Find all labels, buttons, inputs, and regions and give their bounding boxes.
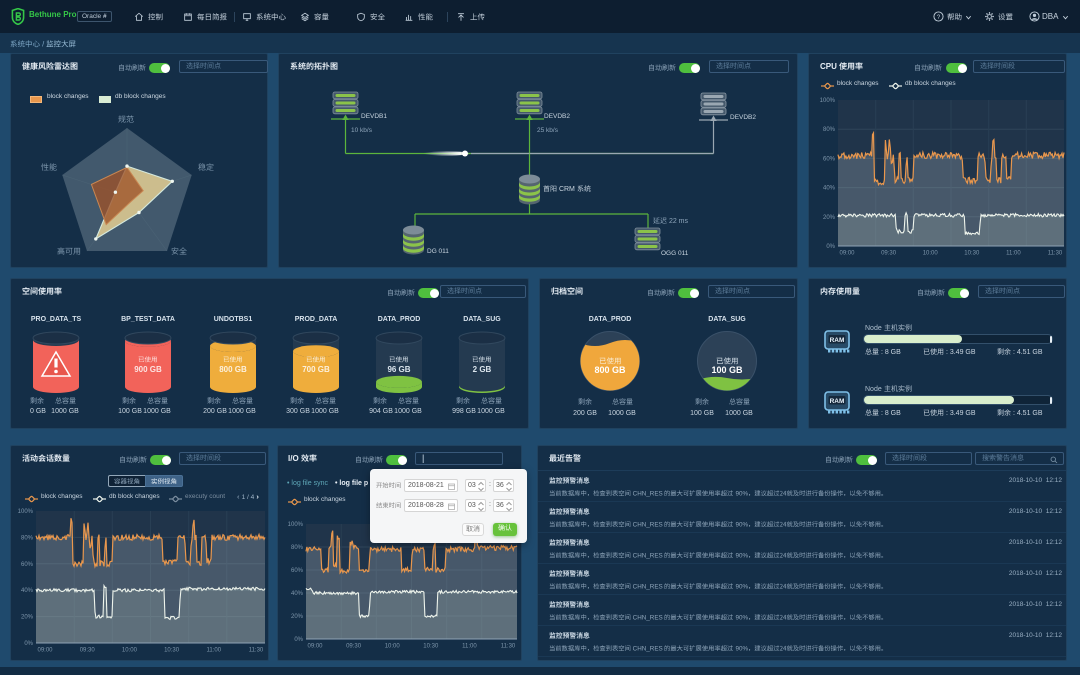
svg-text:100%: 100% <box>18 509 34 515</box>
svg-text:09:30: 09:30 <box>80 648 96 654</box>
svg-text:RAM: RAM <box>830 337 845 344</box>
svg-text:RAM: RAM <box>830 398 845 405</box>
svg-text:11:30: 11:30 <box>501 644 516 650</box>
svg-text:40%: 40% <box>21 588 34 594</box>
svg-text:09:00: 09:00 <box>37 648 53 654</box>
svg-text:0%: 0% <box>24 641 33 647</box>
svg-text:0%: 0% <box>826 244 835 250</box>
svg-text:10:00: 10:00 <box>385 644 401 650</box>
svg-text:0%: 0% <box>294 637 303 643</box>
svg-text:60%: 60% <box>21 562 34 568</box>
svg-text:?: ? <box>937 15 941 21</box>
svg-text:80%: 80% <box>21 535 34 541</box>
svg-text:20%: 20% <box>823 215 836 221</box>
svg-text:11:00: 11:00 <box>207 648 222 654</box>
svg-text:10:30: 10:30 <box>164 648 180 654</box>
svg-text:10:30: 10:30 <box>964 251 980 257</box>
svg-text:100%: 100% <box>820 98 836 104</box>
svg-text:20%: 20% <box>21 615 34 621</box>
svg-text:80%: 80% <box>291 545 304 551</box>
svg-text:10:00: 10:00 <box>923 251 939 257</box>
svg-text:11:30: 11:30 <box>1048 251 1063 257</box>
svg-text:40%: 40% <box>291 591 304 597</box>
svg-text:09:00: 09:00 <box>307 644 323 650</box>
svg-text:20%: 20% <box>291 614 304 620</box>
svg-text:11:30: 11:30 <box>249 648 264 654</box>
svg-text:11:00: 11:00 <box>462 644 477 650</box>
svg-text:09:30: 09:30 <box>346 644 362 650</box>
svg-text:11:00: 11:00 <box>1006 251 1021 257</box>
svg-text:09:00: 09:00 <box>839 251 855 257</box>
svg-text:60%: 60% <box>823 156 836 162</box>
svg-text:60%: 60% <box>291 568 304 574</box>
svg-text:10:30: 10:30 <box>423 644 439 650</box>
svg-text:80%: 80% <box>823 127 836 133</box>
svg-text:09:30: 09:30 <box>881 251 897 257</box>
svg-text:10:00: 10:00 <box>122 648 138 654</box>
svg-text:100%: 100% <box>288 522 304 528</box>
svg-text:40%: 40% <box>823 186 836 192</box>
